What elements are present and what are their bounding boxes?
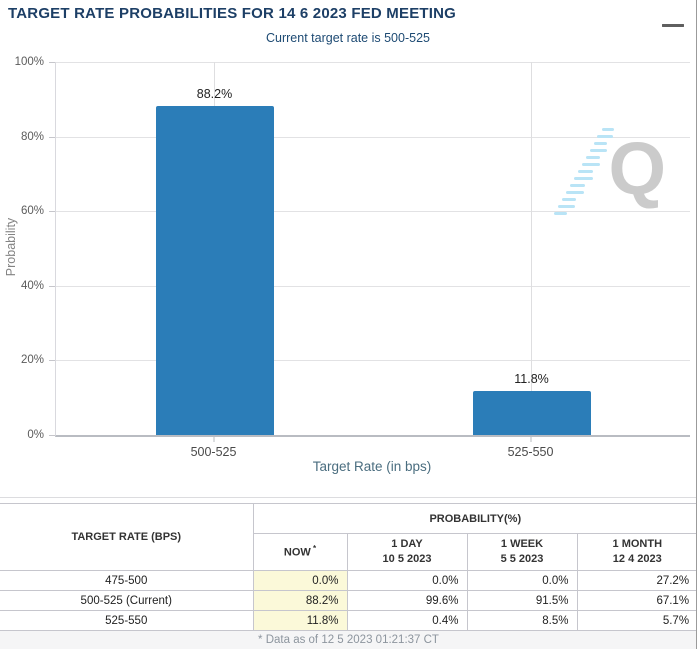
bar-value-label: 11.8% (514, 372, 549, 386)
cell-probability-now: 11.8% (252, 610, 348, 631)
cell-target-rate: 525-550 (0, 610, 254, 631)
quikstrike-logo: Q (554, 127, 666, 218)
y-gridline (56, 136, 690, 138)
y-tick (49, 62, 55, 63)
col-header-now: NOW * (253, 533, 348, 571)
y-gridline (56, 360, 690, 362)
x-axis-title: Target Rate (in bps) (312, 459, 432, 474)
chart-subtitle: Current target rate is 500-525 (266, 31, 430, 45)
table-row: 475-500 0.0% 0.0% 0.0% 27.2% (0, 570, 696, 591)
probability-table-body: 475-500 0.0% 0.0% 0.0% 27.2% 500-525 (Current… (0, 570, 696, 631)
y-tick-label: 40% (20, 279, 44, 292)
x-tick (530, 437, 531, 442)
page-title: TARGET RATE PROBABILITIES FOR 14 6 2023 … (8, 5, 457, 22)
sub-header-row: NOW * 1 DAY 10 5 2023 1 WEEK 5 5 2023 1 MONTH… (0, 533, 696, 571)
cell-target-rate: 500-525 (Current) (0, 590, 254, 611)
hamburger-menu-icon[interactable] (662, 7, 686, 27)
y-tick-label: 100% (14, 56, 44, 68)
section-divider (0, 497, 696, 498)
y-tick-label: 20% (20, 354, 44, 367)
x-tick (213, 437, 214, 442)
cell-probability-now: 88.2% (252, 590, 348, 611)
y-gridline (56, 211, 690, 213)
cell-probability: 0.4% (346, 610, 468, 631)
y-tick (49, 136, 55, 138)
probability-bar (155, 106, 274, 435)
y-tick-label: 0% (27, 429, 44, 441)
x-tick-label: 525-550 (507, 445, 554, 459)
y-tick (49, 285, 55, 287)
quikstrike-dashes-icon (554, 128, 614, 215)
y-gridline (56, 62, 690, 63)
col-header-target-rate: TARGET RATE (BPS) (0, 503, 254, 571)
cell-target-rate: 475-500 (0, 570, 254, 591)
y-tick (49, 360, 55, 362)
y-gridline (56, 285, 690, 287)
y-tick-label: 60% (20, 205, 44, 218)
plot-area: 88.2% 11.8% (55, 62, 690, 437)
table-row: 500-525 (Current) 88.2% 99.6% 91.5% 67.1% (0, 590, 696, 611)
col-group-header-probability: PROBABILITY(%) (252, 503, 696, 534)
category-gridline (530, 62, 532, 435)
col-header-1-week: 1 WEEK 5 5 2023 (466, 533, 578, 571)
probability-table-head: TARGET RATE (BPS) PROBABILITY(%) NOW * 1 … (0, 503, 696, 571)
cell-probability: 8.5% (466, 610, 578, 631)
cell-probability: 67.1% (576, 590, 696, 611)
x-axis-labels: 500-525 525-550 (55, 435, 689, 465)
cell-probability: 0.0% (346, 570, 468, 591)
cell-probability: 0.0% (466, 570, 578, 591)
table-row: 525-550 11.8% 0.4% 8.5% 5.7% (0, 610, 696, 631)
y-tick (49, 211, 55, 213)
y-axis-labels: 0% 20% 40% 60% 80% 100% (0, 56, 48, 441)
cell-probability-now: 0.0% (252, 570, 348, 591)
bar-value-label: 88.2% (196, 87, 233, 102)
data-asof-note: * Data as of 12 5 2023 01:21:37 CT (0, 630, 696, 649)
cell-probability: 99.6% (346, 590, 468, 611)
y-axis-ticks (49, 62, 55, 436)
y-tick-label: 80% (20, 130, 44, 143)
col-header-1-day: 1 DAY 10 5 2023 (346, 533, 468, 571)
cell-probability: 27.2% (576, 570, 696, 591)
cell-probability: 5.7% (576, 610, 696, 631)
probability-bar (472, 391, 591, 435)
col-header-1-month: 1 MONTH 12 4 2023 (576, 533, 696, 571)
x-tick-label: 500-525 (190, 445, 237, 459)
hamburger-bar (662, 24, 684, 27)
probability-table: TARGET RATE (BPS) PROBABILITY(%) NOW * 1 … (0, 503, 696, 631)
probability-bar-chart: Probability 0% 20% 40% 60% 80% 100% 88.2% 11.8… (0, 56, 690, 474)
cell-probability: 91.5% (466, 590, 578, 611)
y-tick (49, 435, 55, 436)
